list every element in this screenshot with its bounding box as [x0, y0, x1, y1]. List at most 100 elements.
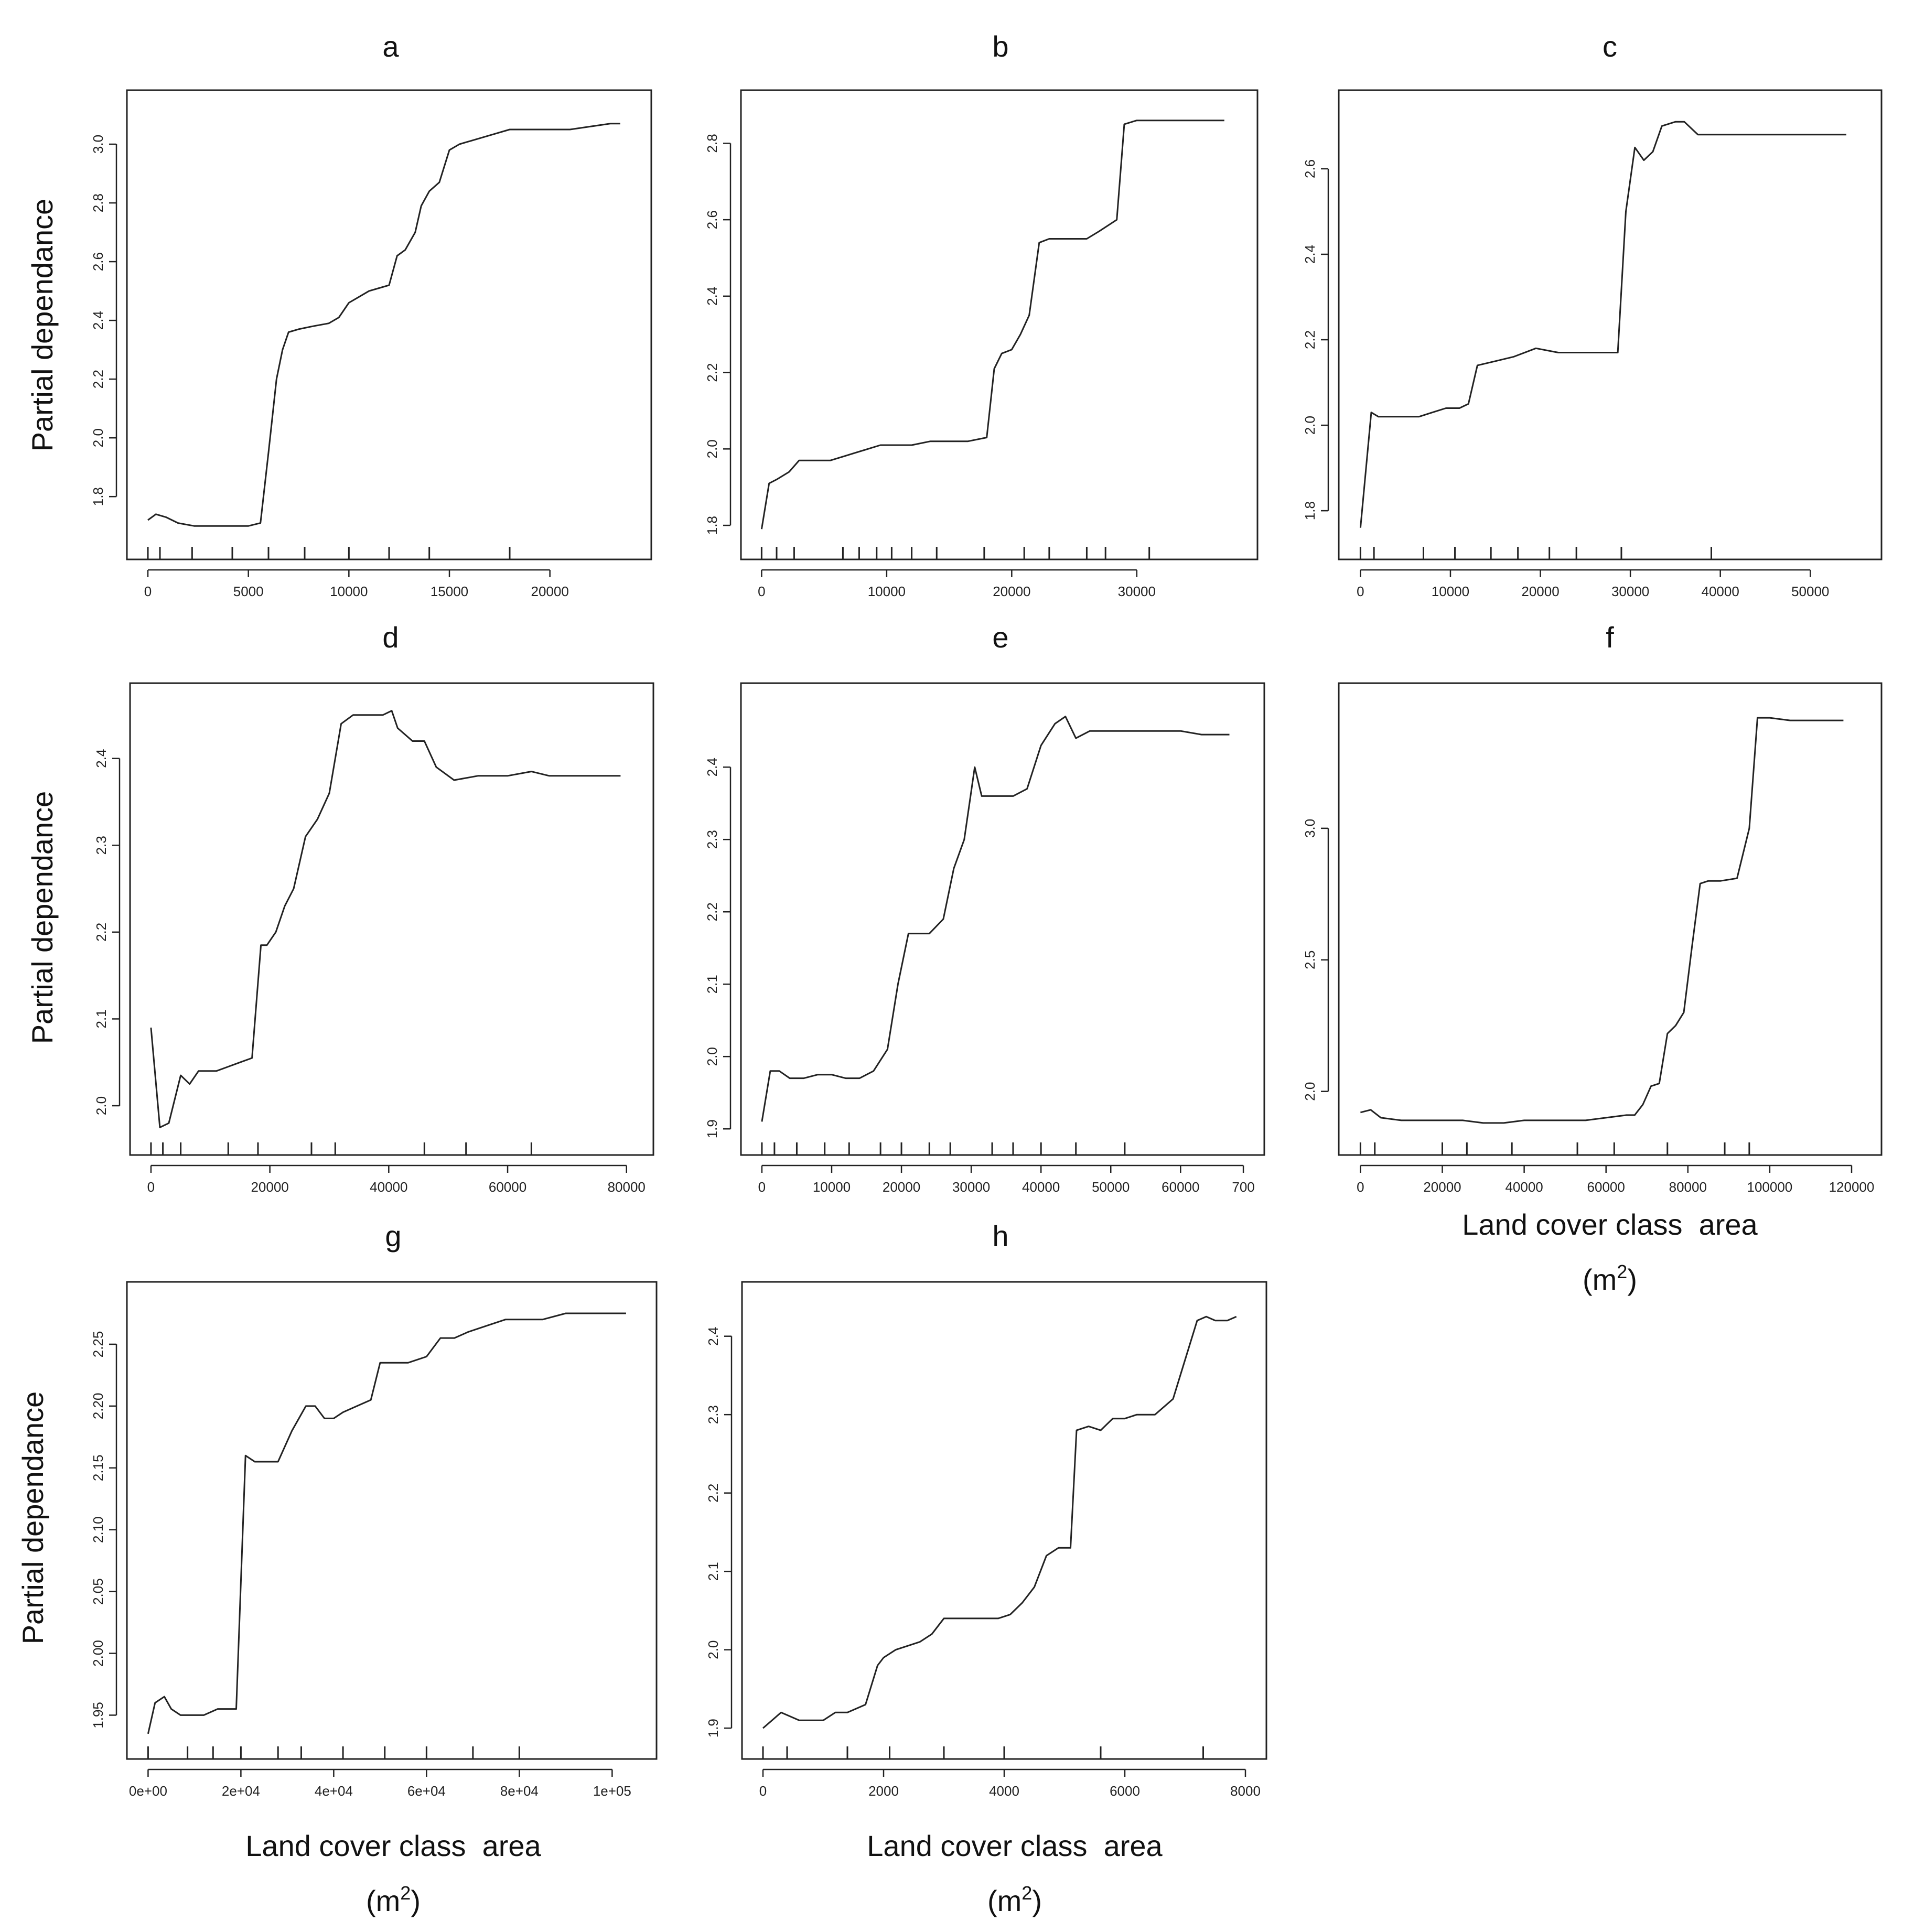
y-tick-label: 2.20	[90, 1393, 106, 1420]
partial-dependence-line	[760, 120, 1224, 530]
y-tick-label: 2.5	[1302, 951, 1318, 969]
x-tick-label: 80000	[1669, 1179, 1707, 1195]
panel-title: h	[992, 1219, 1008, 1253]
panel-title: b	[992, 30, 1008, 63]
plot-frame	[126, 1281, 658, 1760]
x-tick-label: 60000	[1162, 1179, 1199, 1195]
x-tick-label: 700	[1232, 1179, 1254, 1195]
x-axis-title-h: Land cover class area (m2)	[867, 1829, 1163, 1917]
y-axis: 1.8 2.0 2.2 2.4 2.6 2.8 3.0	[90, 135, 117, 506]
x-tick-label: 0	[147, 1179, 155, 1195]
x-tick-label: 2e+04	[222, 1783, 260, 1799]
panel-h: h 0 2000 4000 6000 8000 1.9 2.0 2.1 2.2 2.3 2.4	[705, 1219, 1267, 1799]
panel-title: c	[1603, 30, 1617, 63]
y-axis-title: Partial dependance	[26, 199, 59, 452]
panel-h-marks: 0 2000 4000 6000 8000 1.9 2.0 2.1 2.2 2.3 2.4	[705, 1315, 1261, 1799]
x-tick-label: 0	[758, 584, 765, 599]
rug-marks	[761, 1142, 1126, 1155]
y-tick-label: 2.05	[90, 1578, 106, 1605]
panel-g-marks: 0e+00 2e+04 4e+04 6e+04 8e+04 1e+05 1.95 2.00 2.…	[90, 1312, 631, 1799]
panel-b-marks: 0 10000 20000 30000 1.8 2.0 2.2 2.4 2.6 2.8	[704, 120, 1224, 599]
y-axis: 1.8 2.0 2.2 2.4 2.6	[1302, 159, 1329, 520]
rug-marks	[147, 547, 511, 559]
y-tick-label: 2.10	[90, 1516, 106, 1543]
panel-d-marks: 0 20000 40000 60000 80000 2.0 2.1 2.2 2.3 2.4	[93, 710, 646, 1195]
rug-marks	[760, 547, 1150, 559]
y-tick-label: 2.4	[1302, 245, 1318, 264]
x-axis: 0 10000 20000 30000 40000 50000 60000 700	[758, 1164, 1255, 1195]
y-tick-label: 2.3	[704, 830, 720, 849]
x-axis: 0 2000 4000 6000 8000	[759, 1768, 1261, 1799]
x-axis-unit: (m2)	[987, 1882, 1042, 1917]
x-tick-label: 30000	[1118, 584, 1156, 599]
panel-title: a	[382, 30, 399, 63]
x-tick-label: 0	[759, 1783, 767, 1799]
partial-dependence-line	[762, 1315, 1237, 1729]
y-tick-label: 2.4	[90, 311, 106, 330]
panel-b: b 0 10000 20000 30000 1.8 2.0 2.2 2.4 2.6 2.8	[704, 30, 1259, 599]
partial-dependence-line	[147, 1312, 626, 1734]
y-axis: 1.9 2.0 2.1 2.2 2.3 2.4	[704, 758, 732, 1138]
x-tick-label: 4e+04	[315, 1783, 353, 1799]
y-tick-label: 2.1	[705, 1562, 721, 1581]
x-tick-label: 2000	[868, 1783, 899, 1799]
panel-g: g 0e+00 2e+04 4e+04 6e+04 8e+04 1e+05 1.95 2.00…	[90, 1219, 658, 1799]
x-tick-label: 120000	[1829, 1179, 1875, 1195]
y-tick-label: 2.2	[704, 902, 720, 921]
x-tick-label: 20000	[531, 584, 569, 599]
y-axis: 2.0 2.1 2.2 2.3 2.4	[93, 749, 121, 1115]
x-tick-label: 30000	[952, 1179, 990, 1195]
rug-marks	[762, 1746, 1204, 1759]
y-tick-label: 2.4	[704, 758, 720, 776]
y-tick-label: 2.0	[704, 439, 720, 458]
partial-dependence-line	[761, 716, 1230, 1122]
x-tick-label: 20000	[1423, 1179, 1461, 1195]
unit-close: )	[1032, 1884, 1042, 1917]
y-tick-label: 2.6	[1302, 159, 1318, 178]
x-tick-label: 20000	[883, 1179, 920, 1195]
x-tick-label: 0	[1357, 1179, 1364, 1195]
panel-title: e	[992, 621, 1008, 654]
y-tick-label: 1.8	[90, 487, 106, 506]
y-tick-label: 2.0	[704, 1047, 720, 1066]
unit-base: (m	[987, 1884, 1021, 1917]
y-tick-label: 2.2	[705, 1484, 721, 1503]
unit-close: )	[411, 1884, 421, 1917]
y-axis: 1.9 2.0 2.1 2.2 2.3 2.4	[705, 1327, 733, 1737]
y-tick-label: 2.6	[704, 210, 720, 229]
x-axis: 0 10000 20000 30000 40000 50000	[1357, 569, 1829, 599]
panel-title: d	[382, 621, 399, 654]
y-tick-label: 1.95	[90, 1702, 106, 1729]
panel-a: a 0 5000 10000 15000 20000 1.8 2.0 2.2 2.4 2.6 2.8…	[90, 30, 652, 599]
x-tick-label: 50000	[1791, 584, 1829, 599]
x-tick-label: 0e+00	[129, 1783, 167, 1799]
x-tick-label: 20000	[251, 1179, 288, 1195]
plot-frame	[740, 682, 1265, 1156]
panel-d: d 0 20000 40000 60000 80000 2.0 2.1 2.2 2.3 2.4	[93, 621, 654, 1195]
partial-dependence-line	[150, 710, 621, 1128]
plot-frame	[740, 89, 1259, 560]
x-tick-label: 40000	[1022, 1179, 1060, 1195]
panel-f: f 0 20000 40000 60000 80000 100000 1200002.02.…	[1302, 621, 1883, 1195]
x-tick-label: 0	[144, 584, 152, 599]
y-tick-label: 2.2	[1302, 330, 1318, 349]
y-tick-label: 2.15	[90, 1454, 106, 1481]
rug-marks	[1359, 547, 1713, 559]
x-axis: 0e+00 2e+04 4e+04 6e+04 8e+04 1e+05	[129, 1768, 631, 1799]
y-tick-label: 2.0	[1302, 416, 1318, 435]
panel-e: e 0 10000 20000 30000 40000 50000 60000 700 1.9 2…	[704, 621, 1265, 1195]
y-tick-label: 2.1	[93, 1009, 109, 1028]
panel-title: g	[385, 1219, 401, 1253]
y-tick-label: 1.9	[704, 1119, 720, 1138]
y-axis-title: Partial dependance	[26, 791, 59, 1044]
unit-exponent: 2	[400, 1882, 411, 1904]
y-axis: 2.0 2.5 3.0	[1302, 819, 1329, 1101]
x-tick-label: 0	[1357, 584, 1364, 599]
y-tick-label: 2.0	[1302, 1082, 1318, 1101]
x-tick-label: 60000	[1587, 1179, 1625, 1195]
y-axis-title: Partial dependance	[16, 1391, 49, 1645]
x-tick-label: 60000	[489, 1179, 526, 1195]
y-tick-label: 2.3	[705, 1405, 721, 1424]
y-tick-label: 3.0	[1302, 819, 1318, 838]
partial-dependence-line	[1360, 717, 1844, 1124]
